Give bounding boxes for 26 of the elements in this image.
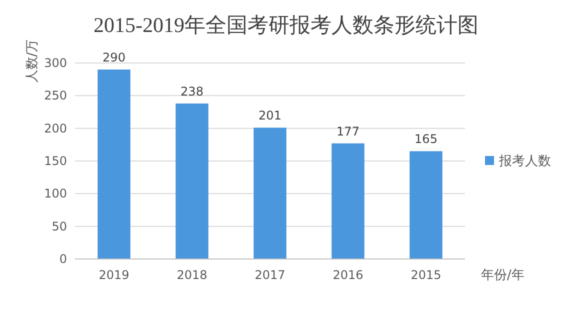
x-tick-label: 2019 (98, 268, 130, 282)
y-axis-title: 人数/万 (25, 39, 40, 83)
y-tick-label: 200 (44, 121, 67, 136)
data-label: 201 (258, 108, 282, 123)
y-tick-label: 100 (44, 186, 67, 201)
y-tick-label: 0 (59, 252, 67, 266)
y-tick-label: 250 (44, 88, 67, 103)
chart-title: 2015-2019年全国考研报考人数条形统计图 (94, 13, 478, 37)
data-label: 165 (414, 132, 438, 146)
bar (176, 104, 208, 259)
x-axis-title: 年份/年 (481, 268, 524, 283)
x-tick-label: 2016 (332, 268, 364, 282)
x-tick-label: 2015 (410, 268, 442, 282)
bar (254, 128, 286, 259)
y-tick-label: 50 (52, 219, 67, 234)
bar (98, 70, 130, 259)
legend-label: 报考人数 (498, 154, 551, 169)
x-tick-label: 2018 (176, 268, 208, 282)
y-tick-label: 300 (44, 56, 67, 70)
bar (332, 143, 364, 259)
data-label: 290 (102, 50, 126, 65)
bar (410, 151, 442, 259)
x-tick-label: 2017 (254, 268, 286, 282)
data-label: 177 (336, 124, 360, 138)
y-tick-label: 150 (44, 154, 67, 168)
data-label: 238 (180, 84, 204, 99)
